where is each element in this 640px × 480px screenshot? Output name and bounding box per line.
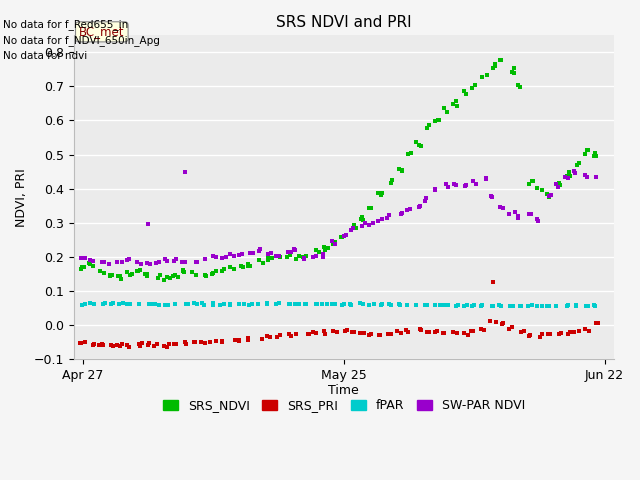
Text: BC_met: BC_met [79, 25, 125, 38]
Title: SRS NDVI and PRI: SRS NDVI and PRI [276, 15, 412, 30]
Text: No data for f_NDVI_650in_Apg: No data for f_NDVI_650in_Apg [3, 35, 160, 46]
Y-axis label: NDVI, PRI: NDVI, PRI [15, 168, 28, 227]
Text: No data for ndvi: No data for ndvi [3, 51, 88, 61]
Text: No data for f_Red655_in: No data for f_Red655_in [3, 19, 129, 30]
Legend: SRS_NDVI, SRS_PRI, fPAR, SW-PAR NDVI: SRS_NDVI, SRS_PRI, fPAR, SW-PAR NDVI [158, 395, 530, 418]
X-axis label: Time: Time [328, 384, 359, 397]
